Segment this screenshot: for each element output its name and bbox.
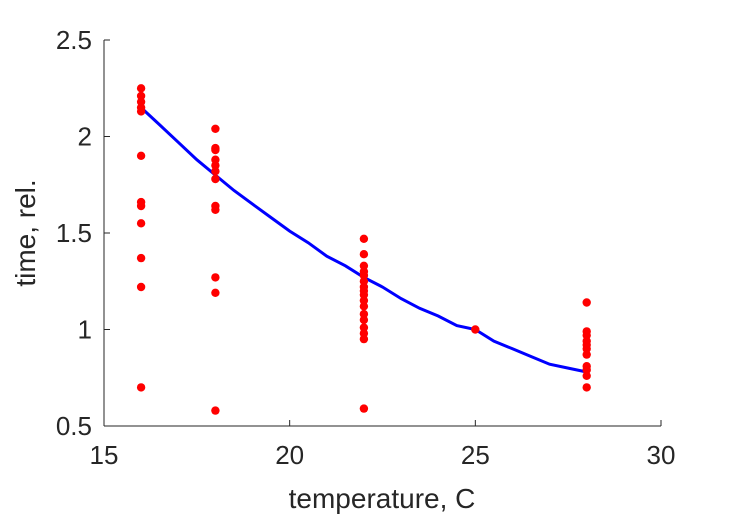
axes	[103, 40, 661, 427]
data-point	[136, 219, 146, 228]
data-point	[136, 91, 146, 101]
x-tick-label: 15	[90, 440, 119, 470]
data-point	[582, 344, 591, 353]
x-tick-label: 25	[461, 440, 490, 470]
data-point	[359, 234, 369, 243]
y-tick-label: 1.5	[56, 218, 92, 248]
y-tick-label: 2.5	[56, 25, 92, 55]
data-point	[211, 145, 220, 155]
data-point	[582, 371, 591, 380]
x-axis-label: temperature, C	[289, 483, 476, 514]
data-point	[211, 161, 220, 170]
points-layer	[136, 84, 591, 415]
data-point	[359, 315, 369, 325]
y-tick-label: 0.5	[56, 411, 92, 441]
data-point	[359, 323, 369, 332]
data-point	[136, 84, 146, 93]
data-point	[136, 97, 146, 107]
data-point	[211, 167, 220, 176]
data-point	[136, 107, 146, 116]
data-point	[582, 383, 591, 392]
data-point	[359, 404, 369, 413]
data-point	[136, 201, 146, 211]
data-point	[211, 406, 220, 415]
data-point	[211, 288, 220, 297]
data-point	[359, 290, 369, 299]
data-point	[582, 350, 591, 359]
x-tick-label: 20	[275, 440, 304, 470]
data-point	[359, 334, 369, 344]
data-point	[211, 174, 220, 184]
data-point	[582, 365, 591, 375]
data-point	[359, 309, 369, 319]
data-point	[471, 325, 480, 334]
data-point	[359, 271, 369, 280]
ticks: 15 20 25 30 0.5 1 1.5 2 2.5	[56, 25, 676, 470]
data-point	[359, 302, 369, 311]
data-point	[359, 250, 369, 259]
data-point	[582, 298, 591, 307]
data-point	[136, 383, 146, 392]
x-tick-label: 30	[647, 440, 676, 470]
data-point	[582, 331, 591, 340]
data-point	[211, 273, 220, 282]
y-axis-label: time, rel.	[10, 179, 41, 286]
y-tick-label: 1	[78, 315, 92, 345]
data-point	[211, 205, 220, 214]
y-tick-label: 2	[78, 122, 92, 152]
data-point	[136, 151, 146, 160]
data-point	[136, 253, 146, 263]
data-point	[211, 124, 220, 133]
data-point	[359, 261, 369, 270]
data-point	[136, 282, 146, 292]
